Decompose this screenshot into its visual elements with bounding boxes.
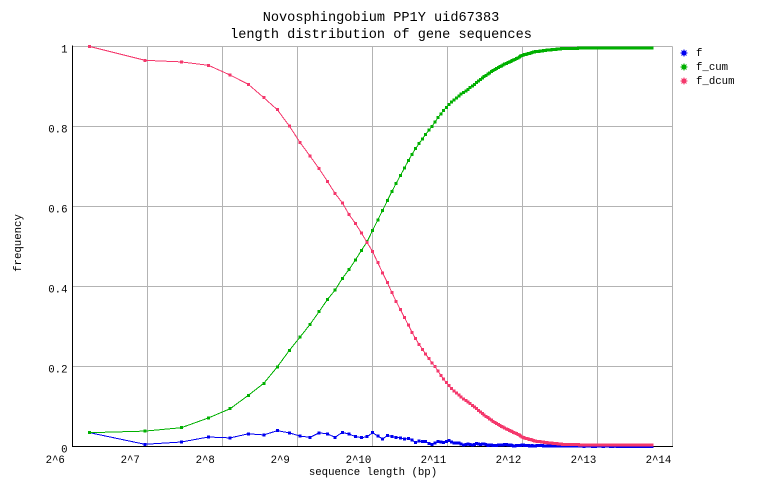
svg-text:0.8: 0.8 [48,124,67,136]
svg-text:f: f [696,48,702,60]
svg-text:2^6: 2^6 [46,455,65,467]
svg-text:2^7: 2^7 [121,455,140,467]
svg-text:sequence length (bp): sequence length (bp) [309,467,437,479]
svg-text:0.2: 0.2 [48,364,67,376]
svg-text:2^14: 2^14 [646,455,672,467]
svg-text:0.4: 0.4 [48,284,67,296]
svg-text:2^13: 2^13 [571,455,597,467]
svg-text:f_dcum: f_dcum [696,76,734,88]
svg-text:0: 0 [61,444,67,456]
svg-text:f_cum: f_cum [696,62,728,74]
svg-text:0.6: 0.6 [48,204,67,216]
svg-text:1: 1 [61,44,67,56]
svg-text:2^11: 2^11 [421,455,447,467]
svg-text:2^10: 2^10 [346,455,372,467]
svg-text:2^12: 2^12 [496,455,522,467]
svg-text:2^8: 2^8 [196,455,215,467]
svg-text:Novosphingobium PP1Y uid67383: Novosphingobium PP1Y uid67383 [263,11,500,26]
svg-text:length distribution of gene se: length distribution of gene sequences [230,28,532,43]
svg-text:2^9: 2^9 [271,455,290,467]
svg-text:frequency: frequency [13,214,25,272]
